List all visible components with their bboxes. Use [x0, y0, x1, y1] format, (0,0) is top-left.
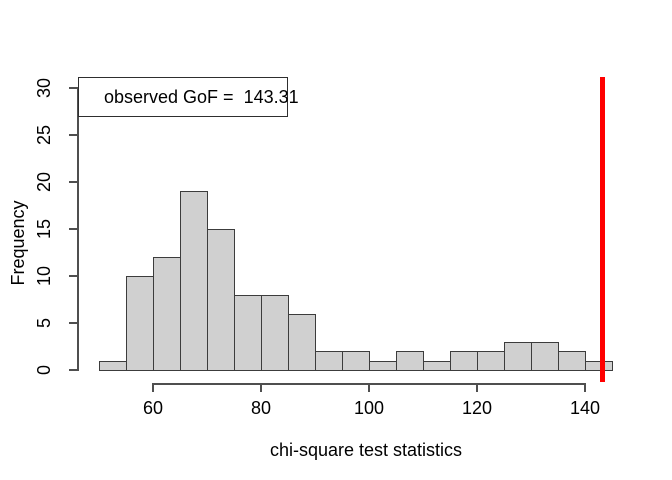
histogram-bar [423, 361, 451, 371]
x-axis-tick [584, 385, 586, 392]
x-tick-label: 120 [461, 398, 493, 418]
x-axis-tick [260, 385, 262, 392]
histogram-bar [477, 351, 505, 371]
histogram-bar [261, 295, 289, 371]
y-axis-tick [69, 275, 77, 277]
y-tick-label: 15 [34, 218, 54, 240]
histogram-bar [315, 351, 343, 371]
histogram-bar [99, 361, 127, 371]
y-tick-label: 30 [34, 77, 54, 99]
legend-box: observed GoF = 143.31 [78, 77, 299, 117]
histogram-bar [396, 351, 424, 371]
legend-text: observed GoF = 143.31 [104, 86, 299, 107]
histogram-bar [288, 314, 316, 371]
x-tick-label: 80 [250, 398, 272, 418]
y-tick-label: 25 [34, 124, 54, 146]
y-tick-label: 20 [34, 171, 54, 193]
histogram-bar [180, 191, 208, 371]
histogram-bar [234, 295, 262, 371]
x-axis-title: chi-square test statistics [269, 440, 463, 460]
histogram-bar [585, 361, 613, 371]
x-tick-label: 100 [353, 398, 385, 418]
histogram-bar [450, 351, 478, 371]
y-tick-label: 5 [34, 318, 54, 329]
histogram-bar [531, 342, 559, 371]
y-axis-tick [69, 181, 77, 183]
histogram-bar [153, 257, 181, 371]
y-axis-tick [69, 87, 77, 89]
histogram-bar [342, 351, 370, 371]
histogram-bar [369, 361, 397, 371]
x-axis-tick [152, 385, 154, 392]
x-tick-label: 140 [569, 398, 601, 418]
y-tick-label: 0 [34, 365, 54, 376]
histogram-bar [558, 351, 586, 371]
histogram-bar [504, 342, 532, 371]
y-tick-label: 10 [34, 265, 54, 287]
y-axis-tick [69, 228, 77, 230]
y-axis-title: Frequency [8, 200, 28, 286]
histogram-bar [207, 229, 235, 371]
y-axis-tick [69, 322, 77, 324]
histogram-bar [126, 276, 154, 371]
x-tick-label: 60 [142, 398, 164, 418]
y-axis-line [77, 87, 79, 371]
x-axis-tick [476, 385, 478, 392]
y-axis-tick [69, 134, 77, 136]
x-axis-tick [368, 385, 370, 392]
observed-gof-line [600, 77, 605, 382]
y-axis-tick [69, 369, 77, 371]
x-axis-line [152, 383, 586, 385]
